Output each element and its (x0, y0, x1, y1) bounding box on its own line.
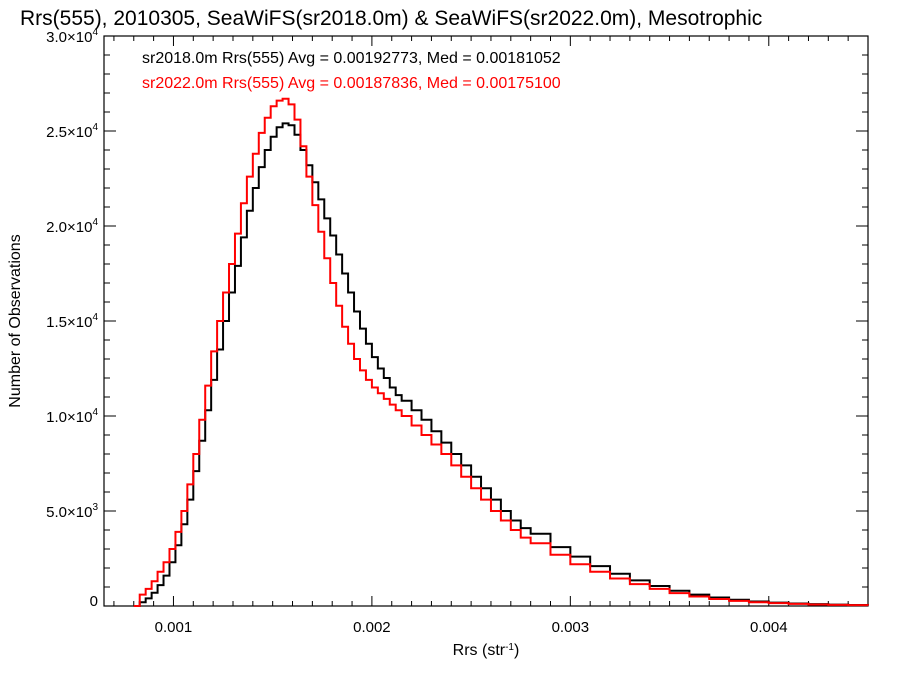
y-tick-label: 0 (90, 593, 98, 610)
x-tick-label: 0.001 (155, 619, 193, 636)
legend-entry-1: sr2022.0m Rrs(555) Avg = 0.00187836, Med… (142, 75, 561, 92)
series-line-0 (133, 122, 869, 607)
y-tick-label: 2.0×104 (46, 217, 98, 236)
x-tick-label: 0.004 (750, 619, 788, 636)
y-tick-label: 1.5×104 (46, 312, 98, 331)
x-axis-label: Rrs (str-1) (453, 642, 520, 660)
x-tick-label: 0.003 (552, 619, 590, 636)
x-tick-label: 0.002 (353, 619, 391, 636)
x-axis-ticks: 0.001 0.002 0.003 0.004 (113, 36, 869, 636)
y-tick-label: 1.0×104 (46, 407, 98, 426)
x-axis-label-exponent: -1 (505, 642, 514, 653)
series-line-1 (133, 97, 869, 607)
y-axis-ticks: 0 5.0×103 1.0×104 1.5×104 2.0×104 2.5×104 3.0×… (46, 27, 868, 610)
y-tick-label: 3.0×104 (46, 27, 98, 46)
legend: sr2018.0m Rrs(555) Avg = 0.00192773, Med… (142, 50, 561, 92)
y-axis-label: Number of Observations (7, 234, 24, 407)
y-tick-label: 5.0×103 (46, 502, 98, 521)
chart-title: Rrs(555), 2010305, SeaWiFS(sr2018.0m) & … (20, 7, 762, 30)
legend-entry-0: sr2018.0m Rrs(555) Avg = 0.00192773, Med… (142, 50, 561, 67)
y-tick-label: 2.5×104 (46, 122, 98, 141)
series-lines (133, 97, 869, 607)
